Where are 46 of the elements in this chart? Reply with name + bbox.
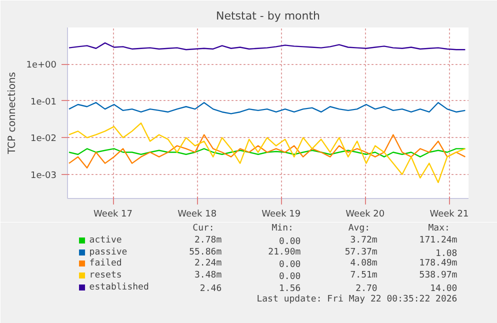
text: 2.70: [356, 284, 378, 294]
legend-label: active: [89, 236, 122, 246]
text: 3.48m: [194, 270, 222, 280]
legend-label: resets: [89, 270, 122, 280]
y-axis-title: TCP connections: [7, 72, 18, 156]
text: 14.00: [430, 284, 458, 294]
text: 2.24m: [194, 258, 222, 268]
y-tick-label: 1e-01: [30, 97, 57, 108]
text: Min:: [272, 224, 294, 234]
text: Last update: Fri May 22 00:35:22 2026: [256, 294, 458, 304]
text: 171.24m: [419, 236, 458, 246]
line-series: [68, 148, 466, 158]
text: 538.97m: [419, 270, 458, 280]
text: 3.72m: [350, 236, 378, 246]
y-tick-label: 1e-02: [30, 134, 57, 144]
legend-label: passive: [89, 248, 128, 258]
text: Max:: [428, 224, 450, 234]
text: 7.51m: [350, 270, 378, 280]
text: 57.37m: [344, 248, 378, 258]
legend-label: failed: [89, 258, 122, 268]
text: 21.90m: [268, 248, 301, 258]
line-series: [68, 122, 466, 184]
x-tick-label: Week 20: [346, 210, 385, 220]
x-tick-label: Week 17: [94, 210, 133, 220]
y-tick-label: 1e-03: [30, 170, 57, 181]
text: 2.46: [200, 284, 222, 294]
y-tick-label: 1e+00: [26, 60, 57, 71]
text: 4.08m: [350, 258, 378, 268]
line-series: [68, 102, 466, 114]
text: 0.00: [279, 237, 301, 247]
text: 0.00: [279, 260, 301, 270]
line-series: [68, 134, 466, 168]
text: 2.78m: [194, 236, 222, 246]
chart-title: Netstat - by month: [216, 10, 320, 22]
x-tick-label: Week 19: [262, 210, 301, 220]
x-tick-label: Week 18: [178, 210, 217, 220]
text: Cur:: [192, 224, 214, 234]
text: 55.86m: [189, 248, 222, 258]
text: Avg:: [348, 224, 370, 234]
line-series: [68, 42, 466, 50]
x-tick-label: Week 21: [430, 210, 469, 220]
text: 1.08: [436, 249, 458, 259]
text: 178.49m: [419, 258, 458, 268]
text: 1.56: [279, 284, 301, 294]
legend-label: established: [89, 282, 149, 292]
text: 0.00: [279, 272, 301, 282]
